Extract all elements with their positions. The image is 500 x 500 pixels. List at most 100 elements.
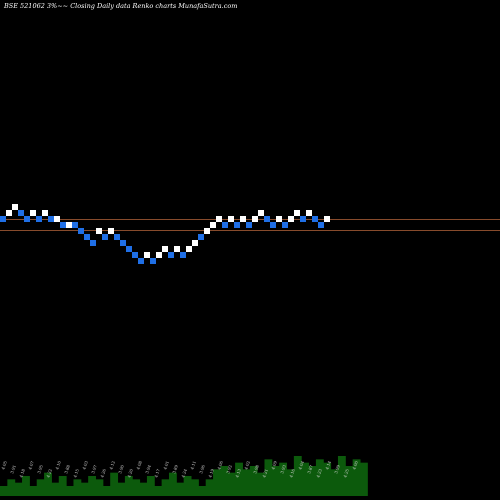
renko-brick	[78, 228, 84, 234]
volume-bar	[154, 486, 163, 496]
renko-brick	[54, 216, 60, 222]
renko-brick	[162, 246, 168, 252]
renko-brick	[276, 216, 282, 222]
renko-brick	[252, 216, 258, 222]
renko-brick	[270, 222, 276, 228]
volume-bar	[257, 472, 265, 496]
volume-bar	[213, 469, 221, 496]
volume-label: 4.14	[324, 460, 332, 471]
volume-bar	[183, 476, 192, 496]
renko-brick	[150, 258, 156, 264]
volume-bar	[44, 472, 52, 496]
renko-brick	[0, 216, 6, 222]
renko-brick	[216, 216, 222, 222]
renko-brick	[192, 240, 198, 246]
volume-bar	[80, 482, 89, 496]
renko-brick	[66, 222, 72, 228]
renko-brick	[168, 252, 174, 258]
volume-label: 3.89	[171, 464, 179, 475]
volume-bar	[264, 459, 273, 496]
volume-label: 3.88	[63, 464, 71, 475]
renko-brick	[126, 246, 132, 252]
volume-label: 3.87	[306, 464, 314, 475]
volume-bar	[51, 482, 60, 496]
volume-label: 4.07	[27, 460, 35, 471]
volume-bar	[220, 466, 229, 496]
volume-bar	[0, 486, 8, 496]
renko-brick	[228, 216, 234, 222]
renko-brick	[138, 258, 144, 264]
volume-bar	[337, 456, 346, 496]
volume-label: 3.98	[252, 464, 260, 475]
volume-label: 4.17	[153, 468, 161, 479]
renko-brick	[12, 204, 18, 210]
renko-brick	[300, 216, 306, 222]
volume-bar	[352, 459, 361, 496]
volume-label: 4.15	[72, 468, 80, 479]
volume-bar	[249, 466, 258, 496]
volume-label: 4.03	[81, 460, 89, 471]
volume-label: 4.26	[99, 468, 107, 479]
volume-bar	[301, 462, 310, 496]
volume-label: 4.00	[351, 460, 359, 471]
volume-bar	[14, 482, 23, 496]
volume-bar	[117, 482, 126, 496]
renko-brick	[312, 216, 318, 222]
renko-brick	[156, 252, 162, 258]
volume-bar	[176, 482, 185, 496]
volume-label: 4.01	[162, 460, 170, 470]
volume-label: 4.21	[261, 468, 269, 478]
volume-label: 4.19	[207, 468, 215, 479]
volume-bar	[139, 482, 148, 496]
volume-bar	[293, 456, 302, 496]
renko-brick	[6, 210, 12, 216]
volume-area	[0, 456, 368, 496]
renko-brick	[294, 210, 300, 216]
volume-bar	[146, 476, 155, 496]
volume-label: 4.24	[180, 468, 188, 479]
volume-bar	[58, 476, 67, 496]
renko-brick	[282, 222, 288, 228]
renko-brick	[30, 210, 36, 216]
volume-bar	[29, 486, 38, 496]
volume-label: 3.97	[90, 464, 98, 475]
volume-bar	[279, 462, 288, 496]
volume-label: 4.04	[297, 460, 305, 471]
renko-brick	[90, 240, 96, 246]
volume-label: 4.09	[270, 460, 278, 471]
volume-bar	[205, 479, 214, 496]
chart-title: BSE 521062 3%~~ Closing Daily data Renko…	[3, 2, 237, 10]
volume-bar	[235, 462, 243, 496]
renko-brick	[264, 216, 270, 222]
volume-bar	[161, 479, 170, 496]
volume-bar	[227, 472, 236, 496]
renko-brick	[324, 216, 330, 222]
volume-label: 4.06	[216, 460, 224, 471]
volume-bar	[124, 476, 133, 496]
volume-bar	[88, 476, 97, 496]
renko-brick	[318, 222, 324, 228]
volume-bar	[36, 479, 45, 496]
volume-label: 4.20	[126, 468, 134, 479]
volume-label: 4.13	[234, 468, 242, 479]
renko-brick	[258, 210, 264, 216]
renko-brick	[174, 246, 180, 252]
volume-label: 4.18	[18, 468, 26, 479]
volume-bar	[330, 469, 339, 496]
volume-bar	[66, 486, 74, 496]
volume-bar	[308, 466, 317, 496]
volume-label: 4.12	[108, 460, 116, 471]
volume-bar	[168, 472, 177, 496]
renko-brick	[84, 234, 90, 240]
renko-brick	[132, 252, 138, 258]
renko-brick	[72, 222, 78, 228]
renko-brick	[120, 240, 126, 246]
volume-label: 4.25	[342, 468, 350, 479]
volume-label: 4.22	[45, 468, 53, 479]
renko-brick	[24, 216, 30, 222]
renko-brick	[186, 246, 192, 252]
renko-brick	[144, 252, 150, 258]
renko-brick	[60, 222, 66, 228]
volume-label: 4.16	[288, 468, 296, 479]
renko-brick	[180, 252, 186, 258]
